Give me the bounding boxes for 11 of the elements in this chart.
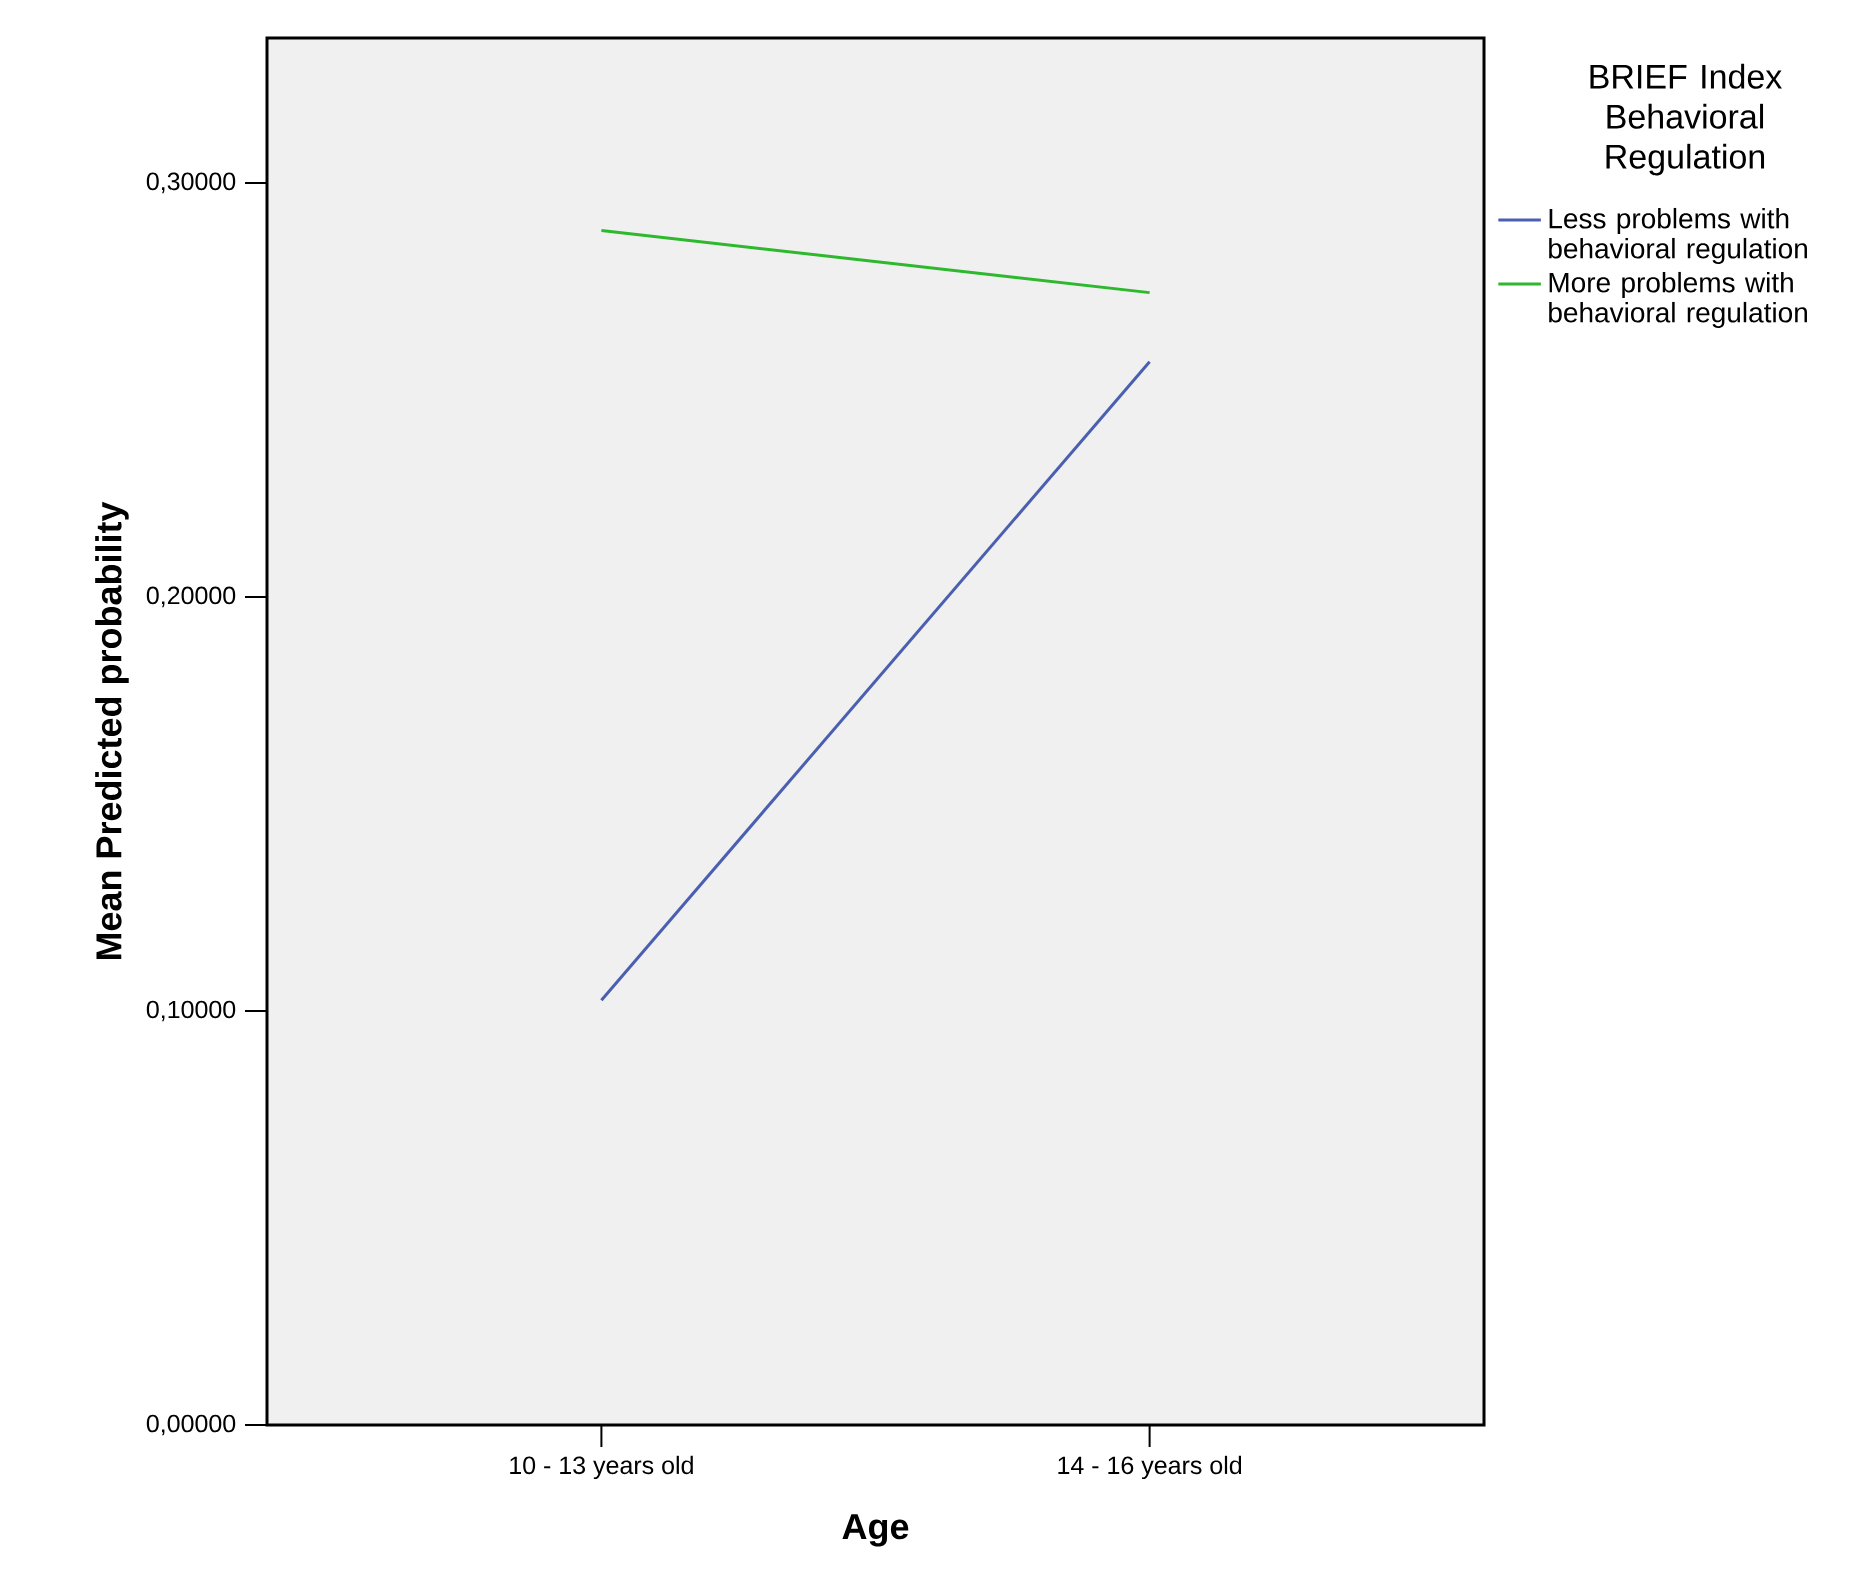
x-axis-title: Age — [842, 1514, 909, 1547]
legend-label: More problems with behavioral regulation — [1549, 271, 1807, 329]
x-tick-label: 10 - 13 years old — [510, 1455, 693, 1480]
y-tick-label: 0,20000 — [146, 586, 236, 608]
legend-label: Less problems with behavioral regulation — [1549, 207, 1807, 265]
y-axis-title: Mean Predicted probability — [95, 501, 129, 960]
y-tick-label: 0,10000 — [146, 1000, 236, 1022]
x-tick-label: 14 - 16 years old — [1058, 1455, 1242, 1480]
y-tick-label: 0,30000 — [146, 172, 236, 194]
y-tick-label: 0,00000 — [146, 1414, 236, 1436]
legend-title: BRIEF Index Behavioral Regulation — [1590, 63, 1782, 176]
